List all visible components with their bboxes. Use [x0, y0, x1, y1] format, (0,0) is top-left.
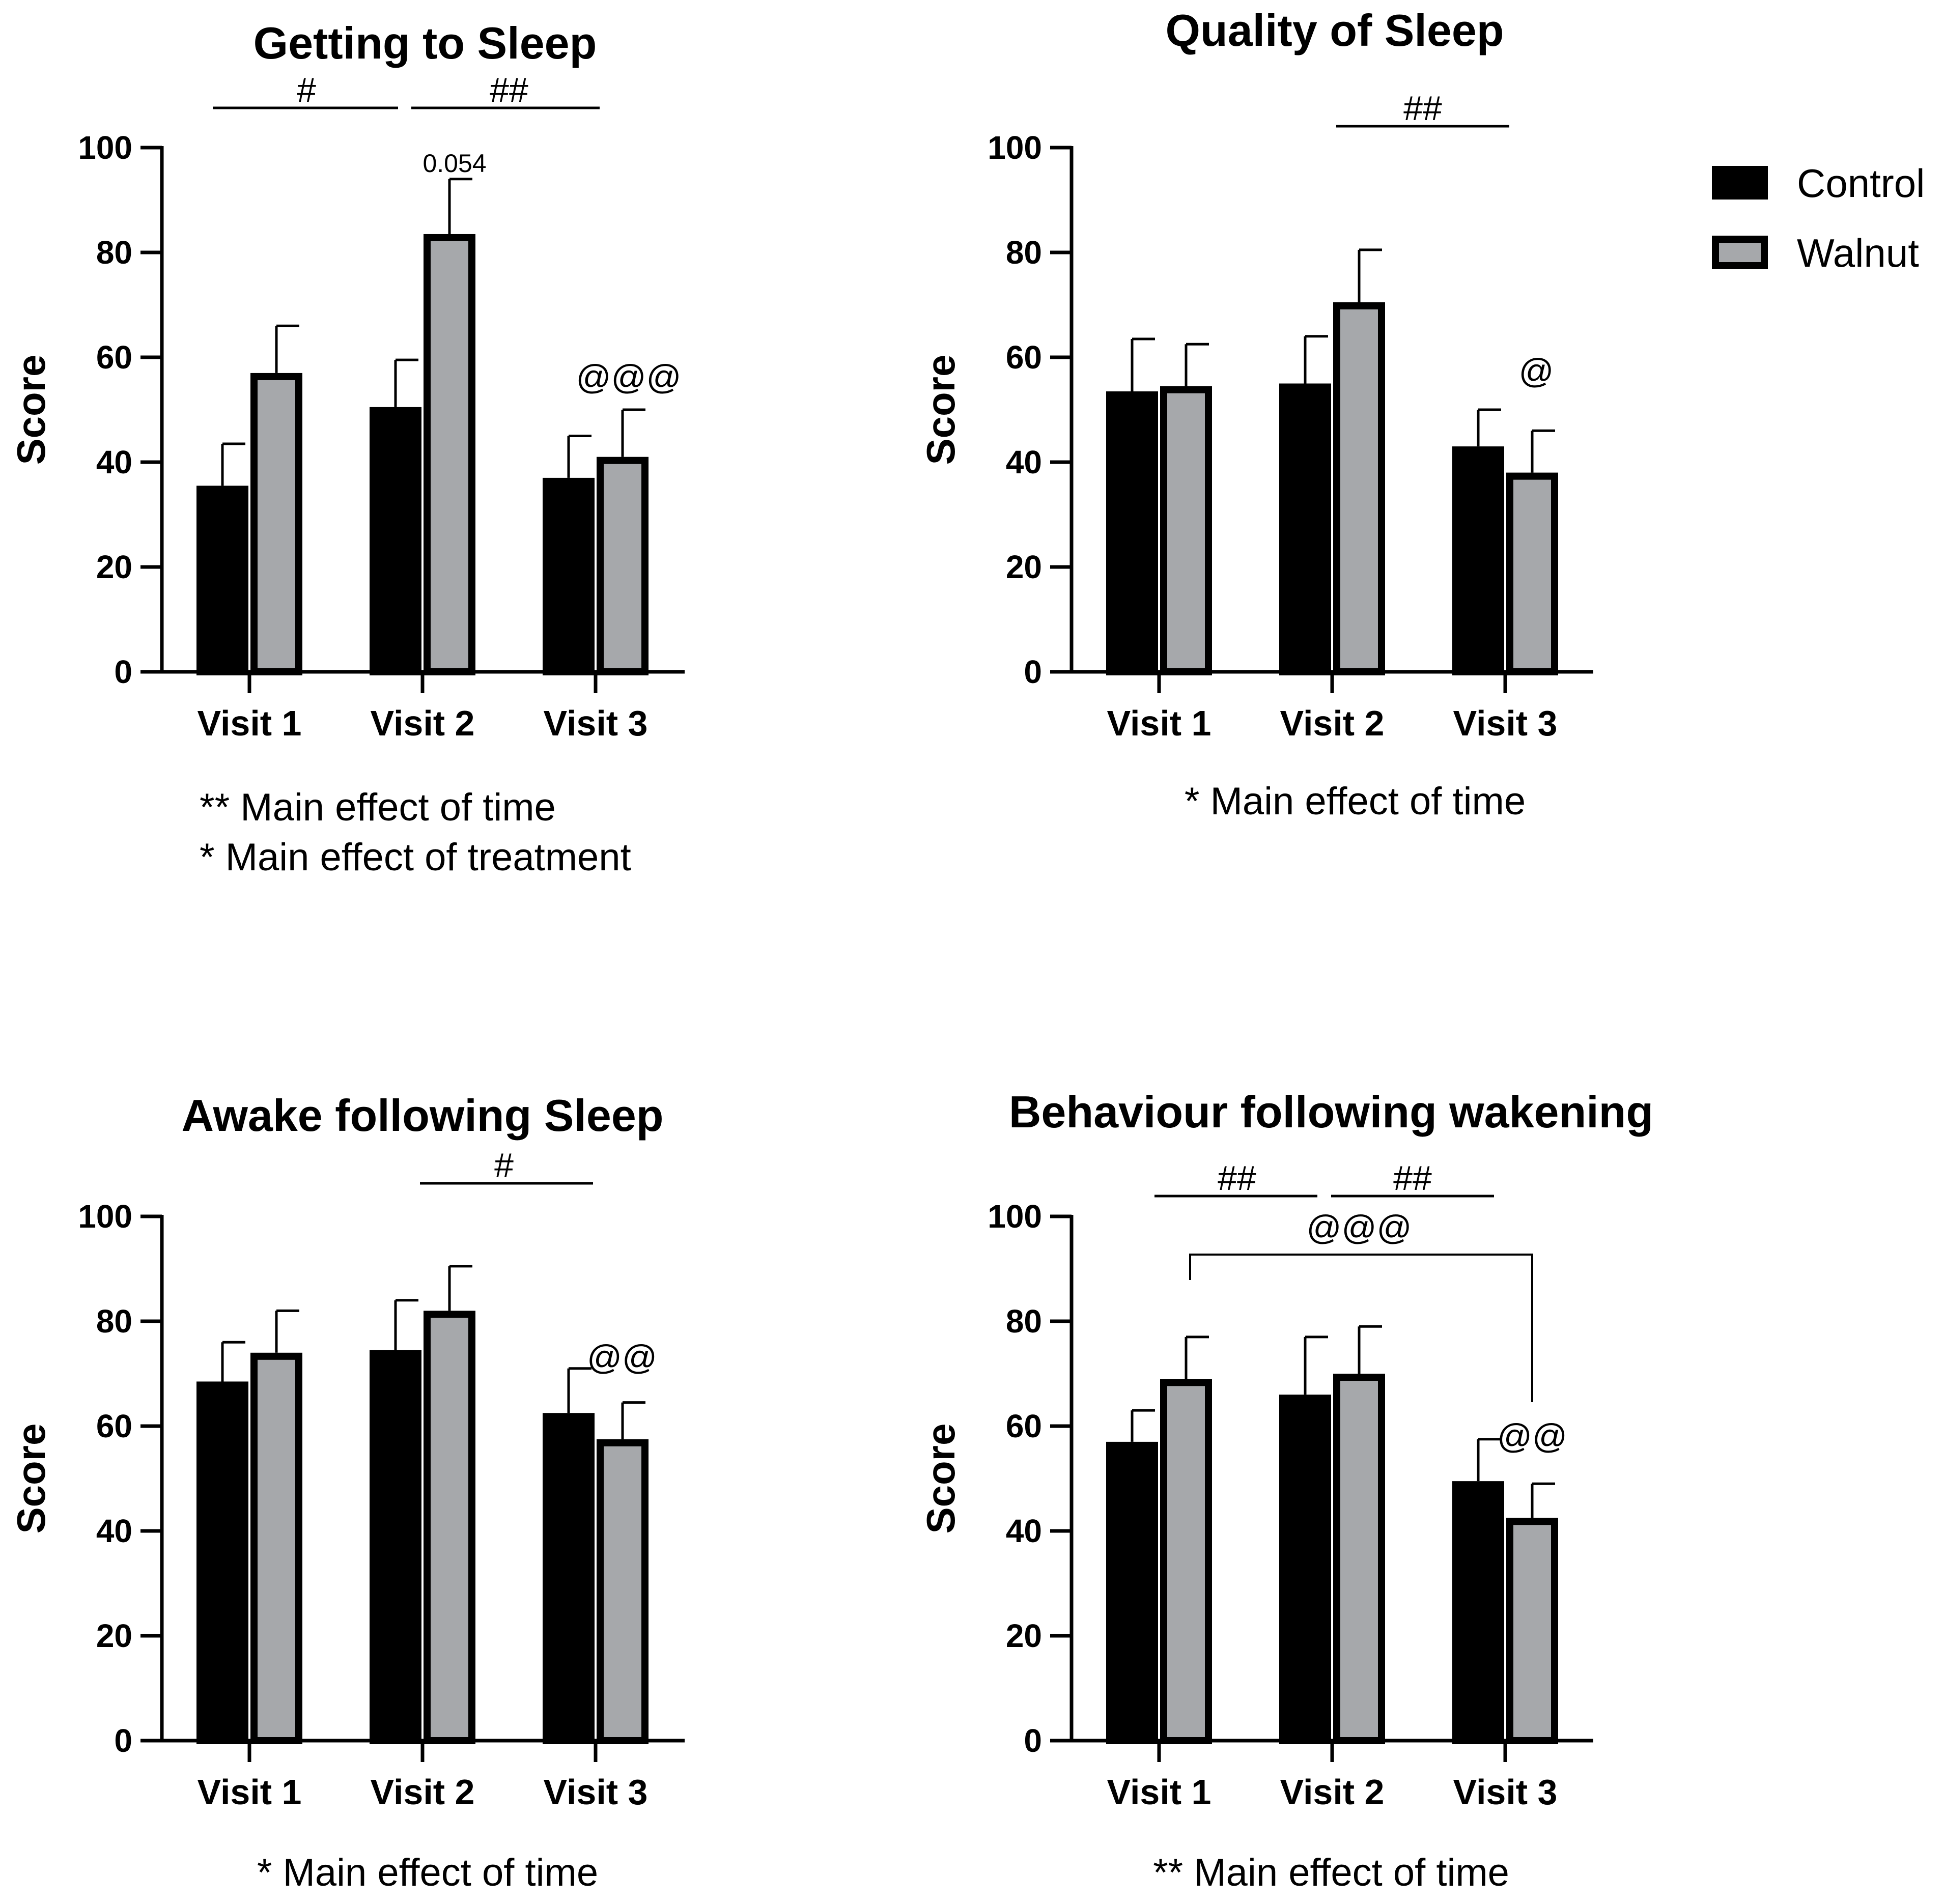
y-tick-label: 0 — [114, 1722, 132, 1759]
x-tick-label: Visit 3 — [1453, 703, 1558, 743]
x-tick-label: Visit 3 — [544, 703, 648, 743]
significance-bracket — [1189, 1254, 1533, 1402]
y-tick-label: 60 — [1006, 1408, 1042, 1444]
x-tick-label: Visit 3 — [544, 1772, 648, 1812]
y-axis-label: Score — [918, 1424, 963, 1534]
footnote: * Main effect of time — [1185, 780, 1526, 823]
x-tick-label: Visit 1 — [198, 1772, 302, 1812]
significance-marker: # — [494, 1146, 514, 1185]
significance-marker: @@@ — [576, 358, 681, 396]
legend-label-walnut: Walnut — [1797, 231, 1919, 275]
p-value-label: 0.054 — [422, 149, 486, 178]
footnote: ** Main effect of time — [200, 786, 556, 829]
y-tick-label: 0 — [114, 653, 132, 690]
footnote: * Main effect of treatment — [200, 836, 631, 879]
chart-title: Getting to Sleep — [253, 18, 597, 68]
y-axis-label: Score — [9, 1424, 53, 1534]
y-tick-label: 80 — [96, 234, 132, 271]
y-tick-label: 0 — [1024, 1722, 1042, 1759]
y-tick-label: 40 — [96, 1513, 132, 1549]
x-tick-label: Visit 1 — [198, 703, 302, 743]
y-axis-label: Score — [918, 355, 963, 465]
y-tick-label: 60 — [1006, 339, 1042, 376]
bar-control — [1106, 1441, 1158, 1744]
bar-control — [370, 1350, 421, 1744]
y-tick-label: 0 — [1024, 653, 1042, 690]
y-tick-label: 20 — [1006, 1617, 1042, 1654]
bar-walnut — [250, 373, 302, 675]
y-tick-label: 40 — [1006, 1513, 1042, 1549]
bar-walnut — [1160, 1379, 1212, 1745]
significance-marker: @@@ — [1306, 1208, 1412, 1247]
y-tick-label: 60 — [96, 339, 132, 376]
bar-control — [1279, 1395, 1331, 1744]
bar-control — [1452, 446, 1504, 675]
bar-walnut — [1506, 472, 1558, 675]
bar-walnut — [1333, 302, 1385, 675]
x-tick-label: Visit 2 — [1280, 1772, 1385, 1812]
footnote: ** Main effect of time — [1153, 1851, 1509, 1894]
panel-quality-of-sleep: Quality of Sleep Score 0 20 40 60 80 100 Visi… — [918, 5, 1593, 823]
significance-marker: ## — [1218, 1159, 1256, 1198]
x-tick-label: Visit 2 — [371, 703, 475, 743]
significance-marker: ## — [1393, 1159, 1432, 1198]
x-tick-label: Visit 3 — [1453, 1772, 1558, 1812]
bar-walnut — [597, 457, 649, 675]
x-tick-label: Visit 2 — [1280, 703, 1385, 743]
bar-walnut — [250, 1352, 302, 1745]
y-tick-label: 100 — [78, 1198, 132, 1235]
chart-title: Awake following Sleep — [181, 1090, 663, 1141]
significance-marker: @@ — [1497, 1417, 1567, 1456]
bar-walnut — [597, 1439, 649, 1744]
x-tick-label: Visit 1 — [1107, 1772, 1212, 1812]
bar-walnut — [424, 234, 475, 675]
bar-control — [196, 1381, 248, 1744]
y-tick-label: 80 — [96, 1303, 132, 1340]
y-tick-label: 100 — [988, 129, 1042, 166]
bar-walnut — [1160, 386, 1212, 675]
y-tick-label: 20 — [96, 1617, 132, 1654]
chart-title: Quality of Sleep — [1165, 5, 1504, 55]
bar-control — [1452, 1481, 1504, 1744]
significance-marker: ## — [490, 71, 528, 109]
y-tick-label: 100 — [988, 1198, 1042, 1235]
panel-awake-following-sleep: Awake following Sleep Score 0 20 40 60 80 100… — [9, 1090, 685, 1894]
legend-swatch-control — [1712, 166, 1768, 200]
x-tick-label: Visit 1 — [1107, 703, 1212, 743]
legend: Control Walnut — [1712, 161, 1925, 275]
bar-control — [543, 477, 595, 676]
significance-marker: @ — [1518, 352, 1554, 390]
x-tick-label: Visit 2 — [371, 1772, 475, 1812]
footnote: * Main effect of time — [257, 1851, 598, 1894]
bar-control — [196, 486, 248, 675]
legend-label-control: Control — [1797, 161, 1925, 206]
chart-title: Behaviour following wakening — [1009, 1087, 1653, 1137]
y-axis-label: Score — [9, 355, 53, 465]
y-tick-label: 80 — [1006, 234, 1042, 271]
bar-control — [543, 1413, 595, 1744]
bar-walnut — [1333, 1374, 1385, 1744]
bar-control — [370, 407, 421, 675]
panel-getting-to-sleep: Getting to Sleep Score 0 20 40 60 80 100 Visi… — [9, 18, 685, 879]
bar-control — [1106, 391, 1158, 675]
y-tick-label: 40 — [96, 444, 132, 480]
significance-marker: # — [297, 71, 316, 109]
significance-marker: ## — [1403, 89, 1442, 128]
bar-control — [1279, 383, 1331, 675]
y-tick-label: 80 — [1006, 1303, 1042, 1340]
legend-swatch-walnut — [1712, 236, 1768, 269]
y-tick-label: 60 — [96, 1408, 132, 1444]
y-tick-label: 100 — [78, 129, 132, 166]
y-tick-label: 20 — [96, 549, 132, 585]
significance-marker: @@ — [587, 1338, 657, 1377]
y-tick-label: 20 — [1006, 549, 1042, 585]
bar-walnut — [1506, 1518, 1558, 1744]
y-tick-label: 40 — [1006, 444, 1042, 480]
bar-walnut — [424, 1311, 475, 1744]
panel-behaviour-following-wakening: Behaviour following wakening Score 0 20 40… — [918, 1087, 1653, 1894]
